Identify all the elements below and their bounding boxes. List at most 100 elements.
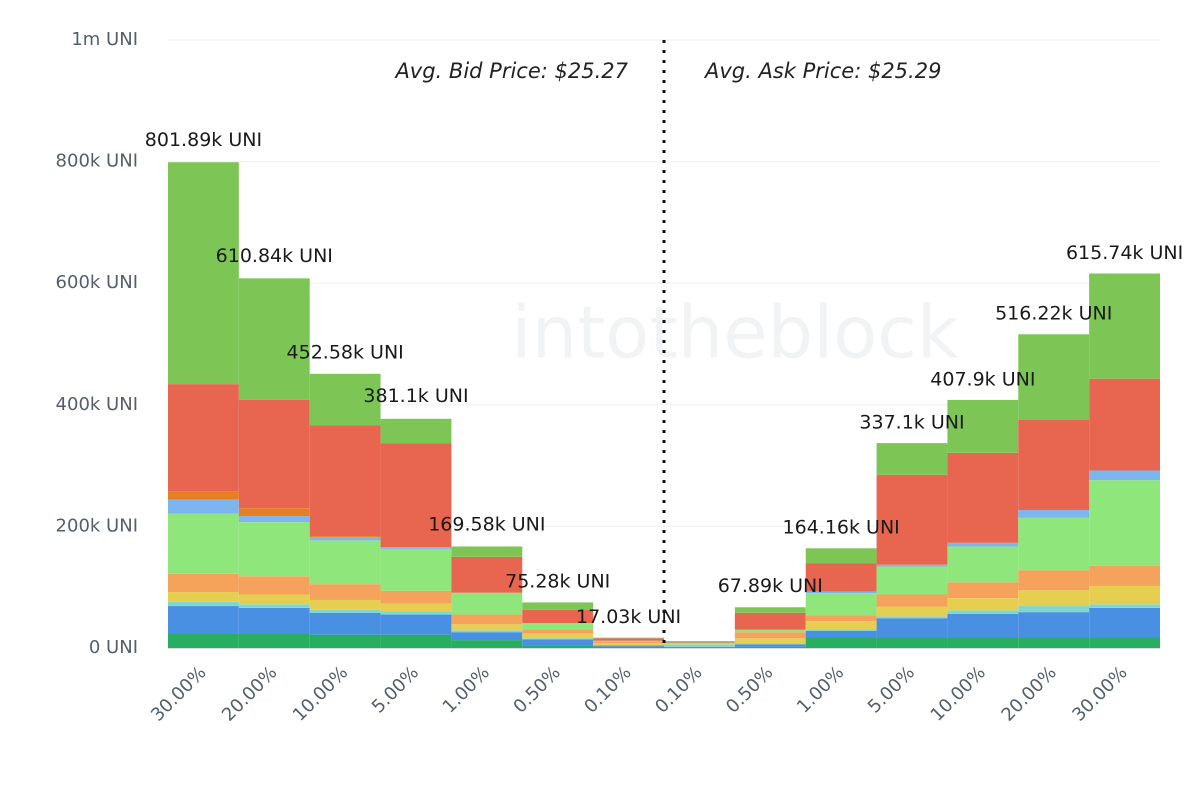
bar-segment [1018,517,1090,571]
bar-segment [238,634,310,648]
bar-segment [947,598,1019,611]
x-tick-label: 1.00% [439,662,494,717]
x-tick-label: 0.50% [509,662,564,717]
bar-segment [947,399,1019,453]
bar-segment [593,644,664,646]
bar-segment [805,563,877,592]
bar-segment [1089,604,1160,608]
bar-segment [451,630,523,633]
bar-segment [309,373,381,426]
bar-segment [238,576,310,595]
bar-segment [947,582,1019,599]
bar-segment [734,646,806,648]
bar-segment [734,607,806,613]
y-tick-label: 800k UNI [56,151,138,172]
bar-segment [805,621,877,630]
bar-segment [664,644,735,647]
bar-segment [522,623,594,630]
bar-segment [380,418,452,444]
bar-segment [1018,509,1090,518]
bar-segment [805,629,877,631]
bar-segment [168,573,239,593]
bar-segment [522,629,594,634]
bar-segment [805,591,877,594]
bar-segment [1089,585,1160,605]
bar-segment [1089,607,1160,638]
bar-segment [876,566,948,595]
bar-segment [805,548,877,564]
x-tick-label: 10.00% [927,662,990,725]
y-tick-label: 600k UNI [56,272,138,293]
y-tick-label: 200k UNI [56,515,138,536]
bar-segment [1089,480,1160,566]
x-tick-label: 30.00% [147,662,210,725]
x-tick-label: 5.00% [864,662,919,717]
total-label: 452.58k UNI [287,341,404,363]
bar-segment [1089,273,1160,379]
bar-segment [947,637,1019,648]
bar-segment [522,602,594,610]
bar-segment [168,592,239,602]
x-tick-label: 20.00% [218,662,281,725]
bar-segment [168,601,239,607]
bar-segment [380,614,452,635]
bar-segment [451,624,523,631]
total-label: 75.28k UNI [505,571,610,593]
bar-segment [380,548,452,591]
bar-segment [876,616,948,619]
x-tick-label: 0.50% [722,662,777,717]
bar-segment [593,638,664,641]
x-tick-label: 30.00% [1068,662,1131,725]
bar-segment [309,537,381,541]
x-tick-label: 1.00% [793,662,848,717]
bars [168,162,1160,648]
bar-segment [309,584,381,600]
bar-segment [168,384,239,492]
bar-segment [734,638,806,644]
bar-segment [1018,637,1090,648]
bar-segment [380,603,452,612]
bar-segment [451,614,523,625]
y-tick-label: 1m UNI [71,29,138,50]
bar-segment [451,640,523,648]
bar-segment [1089,637,1160,648]
bar-segment [947,610,1019,614]
bar-segment [805,630,877,638]
watermark: intotheblock [511,291,958,375]
bar-segment [309,634,381,648]
ask-annotation: Avg. Ask Price: $25.29 [703,59,941,83]
bar-segment [522,609,594,624]
bar-segment [947,546,1019,583]
bar-segment [451,556,523,593]
bar-segment [734,629,806,633]
bar-segment [238,278,310,400]
bar-segment [593,640,664,642]
bar-segment [451,546,523,557]
y-tick-label: 400k UNI [56,394,138,415]
total-label: 516.22k UNI [995,303,1112,325]
bar-segment [876,606,948,617]
total-label: 407.9k UNI [930,368,1035,390]
total-label: 801.89k UNI [145,129,262,151]
bar-segment [168,513,239,574]
bar-segment [238,508,310,517]
bar-segment [238,399,310,509]
bid-annotation: Avg. Bid Price: $25.27 [393,59,628,83]
bar-segment [451,592,523,615]
bar-segment [876,474,948,565]
bar-segment [1018,612,1090,638]
bar-segment [664,642,735,644]
total-label: 17.03k UNI [576,606,681,628]
bar-segment [805,615,877,622]
bar-segment [593,641,664,644]
bar-segment [238,516,310,523]
bar-segment [380,590,452,604]
bar-segment [1089,470,1160,481]
total-label: 610.84k UNI [216,245,333,267]
bar-segment [593,645,664,647]
x-tick-label: 5.00% [368,662,423,717]
bar-segment [380,634,452,648]
bar-segment [664,646,735,648]
bar-segment [309,536,381,538]
